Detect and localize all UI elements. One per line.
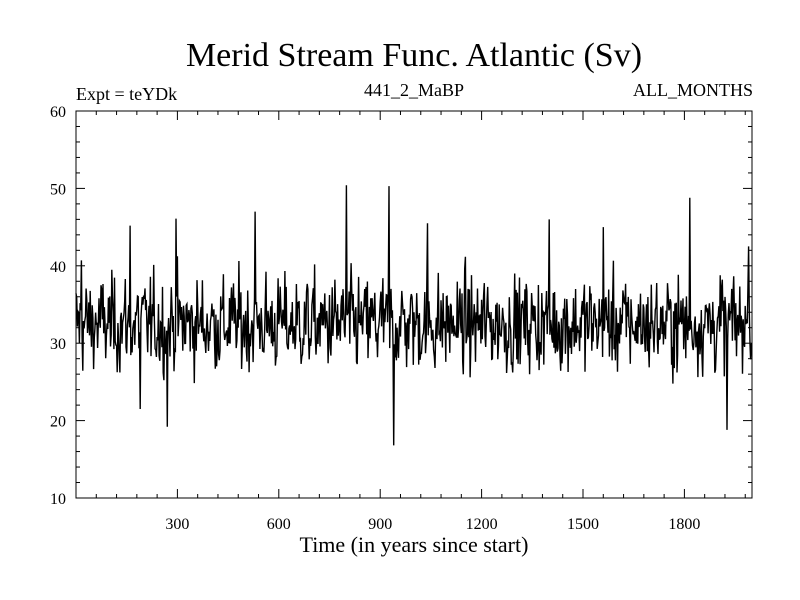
y-tick-label: 50 <box>50 181 66 198</box>
y-tick-label: 10 <box>50 491 66 508</box>
y-tick-label: 20 <box>50 414 66 431</box>
y-tick-label: 30 <box>50 336 66 353</box>
run-label: 441_2_MaBP <box>364 80 464 100</box>
x-tick-label: 300 <box>165 516 189 533</box>
plot-frame <box>75 110 753 499</box>
y-tick-label: 40 <box>50 259 66 276</box>
x-tick-label: 1800 <box>668 516 700 533</box>
chart-title: Merid Stream Func. Atlantic (Sv) <box>186 37 642 74</box>
y-tick-label: 60 <box>50 104 66 121</box>
x-tick-label: 900 <box>368 516 392 533</box>
x-tick-label: 1200 <box>466 516 498 533</box>
series-line <box>75 185 753 446</box>
x-axis-title: Time (in years since start) <box>300 532 529 557</box>
data-series <box>75 185 753 446</box>
x-tick-label: 1500 <box>567 516 599 533</box>
months-label: ALL_MONTHS <box>633 80 753 100</box>
x-tick-label: 600 <box>267 516 291 533</box>
experiment-label: Expt = teYDk <box>76 84 177 104</box>
y-axis: 10 20 30 40 50 60 <box>50 104 752 508</box>
x-axis: 300 600 900 1200 1500 1800 <box>95 111 746 533</box>
